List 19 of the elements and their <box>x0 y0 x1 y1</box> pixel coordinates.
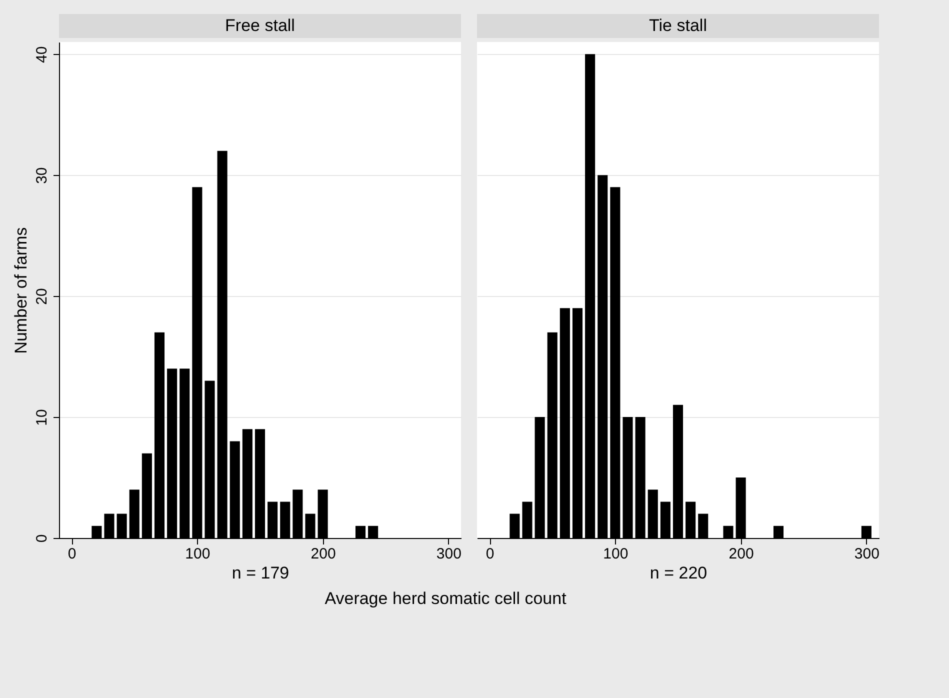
x-tick-label: 100 <box>185 546 210 562</box>
y-tick-label: 20 <box>34 288 50 305</box>
x-tick-label: 200 <box>728 546 754 562</box>
y-tick-label: 30 <box>34 167 50 184</box>
x-tick-label: 0 <box>68 546 76 562</box>
text: n = 179 <box>232 564 290 582</box>
x-tick-label: 100 <box>603 546 628 562</box>
x-tick-label: 300 <box>854 546 880 562</box>
x-axis-title: Average herd somatic cell count <box>324 589 567 608</box>
x-tick-label: 200 <box>310 546 336 562</box>
y-tick-label: 40 <box>34 46 50 63</box>
text: n = 220 <box>650 564 708 582</box>
x-tick-label: 0 <box>486 546 494 562</box>
chart-title: Free stall <box>225 16 295 35</box>
chart-title: Tie stall <box>649 16 707 35</box>
x-tick-label: 300 <box>436 546 462 562</box>
y-tick-label: 0 <box>34 534 50 543</box>
y-axis-title: Number of farms <box>12 227 30 354</box>
y-tick-label: 10 <box>34 409 50 426</box>
